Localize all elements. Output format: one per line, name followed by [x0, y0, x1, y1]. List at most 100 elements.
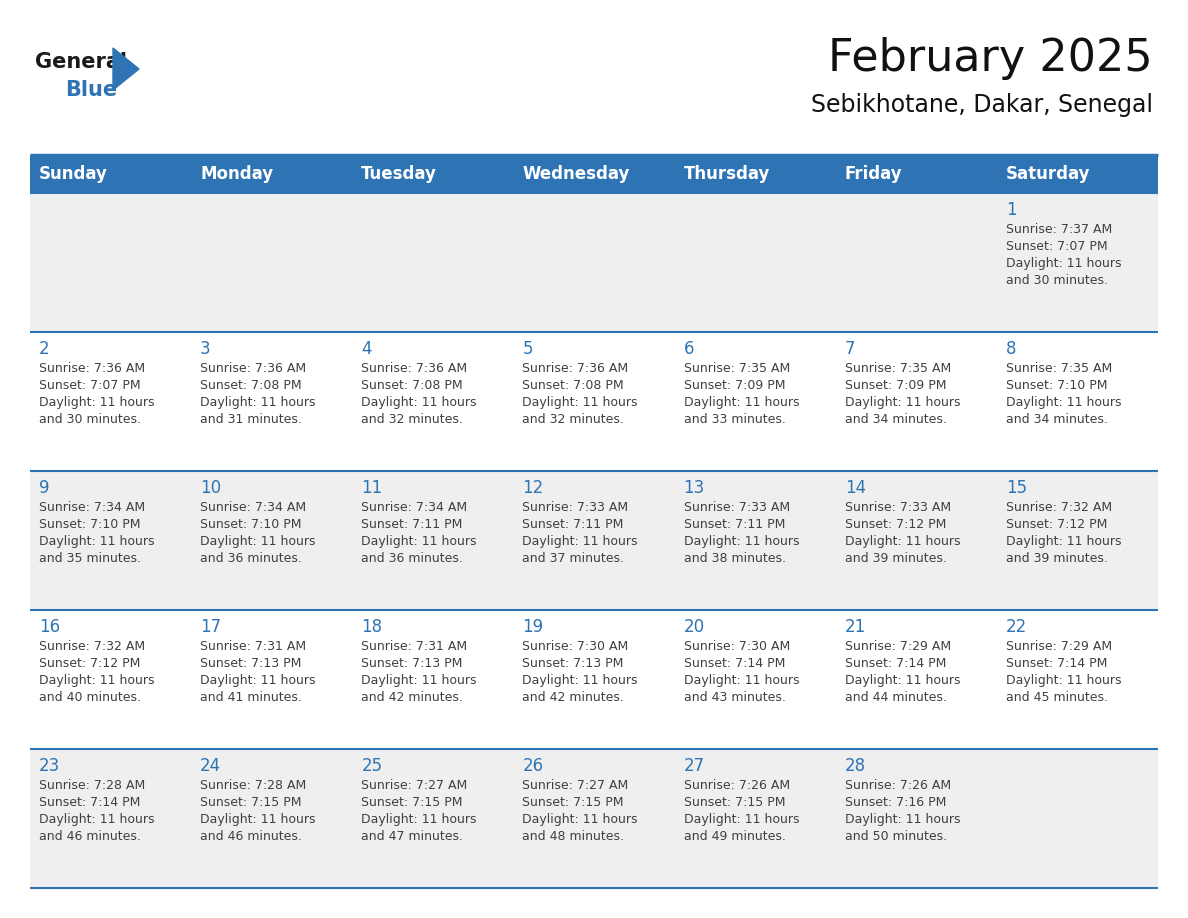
Text: Sunrise: 7:36 AM: Sunrise: 7:36 AM: [200, 362, 307, 375]
Text: Sunrise: 7:28 AM: Sunrise: 7:28 AM: [39, 779, 145, 792]
Bar: [353, 332, 513, 471]
Bar: [191, 471, 353, 610]
Text: 12: 12: [523, 479, 544, 497]
Text: Sunrise: 7:35 AM: Sunrise: 7:35 AM: [683, 362, 790, 375]
Bar: [997, 155, 1158, 193]
Text: 19: 19: [523, 618, 544, 636]
Text: 11: 11: [361, 479, 383, 497]
Text: Sunrise: 7:36 AM: Sunrise: 7:36 AM: [523, 362, 628, 375]
Text: Sunrise: 7:36 AM: Sunrise: 7:36 AM: [39, 362, 145, 375]
Text: Sunrise: 7:27 AM: Sunrise: 7:27 AM: [523, 779, 628, 792]
Text: Sunset: 7:08 PM: Sunset: 7:08 PM: [200, 379, 302, 392]
Text: Sunrise: 7:29 AM: Sunrise: 7:29 AM: [1006, 640, 1112, 653]
Text: Sunrise: 7:29 AM: Sunrise: 7:29 AM: [845, 640, 950, 653]
Text: and 35 minutes.: and 35 minutes.: [39, 552, 141, 565]
Text: 2: 2: [39, 340, 50, 358]
Text: and 47 minutes.: and 47 minutes.: [361, 830, 463, 843]
Bar: [835, 155, 997, 193]
Bar: [30, 155, 191, 193]
Text: 8: 8: [1006, 340, 1017, 358]
Text: Sunset: 7:12 PM: Sunset: 7:12 PM: [39, 657, 140, 670]
Text: and 30 minutes.: and 30 minutes.: [39, 413, 141, 426]
Text: Blue: Blue: [65, 80, 118, 100]
Text: Wednesday: Wednesday: [523, 165, 630, 183]
Text: 28: 28: [845, 757, 866, 775]
Text: 13: 13: [683, 479, 704, 497]
Text: Sunset: 7:14 PM: Sunset: 7:14 PM: [39, 796, 140, 809]
Text: Sunset: 7:15 PM: Sunset: 7:15 PM: [523, 796, 624, 809]
Bar: [353, 471, 513, 610]
Text: Daylight: 11 hours: Daylight: 11 hours: [361, 535, 476, 548]
Text: Sunset: 7:13 PM: Sunset: 7:13 PM: [361, 657, 462, 670]
Text: 17: 17: [200, 618, 221, 636]
Text: and 49 minutes.: and 49 minutes.: [683, 830, 785, 843]
Text: Daylight: 11 hours: Daylight: 11 hours: [200, 813, 316, 826]
Text: Daylight: 11 hours: Daylight: 11 hours: [200, 396, 316, 409]
Bar: [997, 610, 1158, 749]
Text: Daylight: 11 hours: Daylight: 11 hours: [361, 396, 476, 409]
Text: and 37 minutes.: and 37 minutes.: [523, 552, 625, 565]
Text: Daylight: 11 hours: Daylight: 11 hours: [523, 813, 638, 826]
Text: February 2025: February 2025: [828, 37, 1154, 80]
Bar: [997, 471, 1158, 610]
Bar: [835, 193, 997, 332]
Text: Sunrise: 7:32 AM: Sunrise: 7:32 AM: [39, 640, 145, 653]
Bar: [835, 749, 997, 888]
Text: 3: 3: [200, 340, 210, 358]
Text: 24: 24: [200, 757, 221, 775]
Text: Sunrise: 7:28 AM: Sunrise: 7:28 AM: [200, 779, 307, 792]
Text: 10: 10: [200, 479, 221, 497]
Text: and 39 minutes.: and 39 minutes.: [845, 552, 947, 565]
Bar: [353, 155, 513, 193]
Text: Sunrise: 7:37 AM: Sunrise: 7:37 AM: [1006, 223, 1112, 236]
Text: Sebikhotane, Dakar, Senegal: Sebikhotane, Dakar, Senegal: [811, 93, 1154, 117]
Text: Daylight: 11 hours: Daylight: 11 hours: [39, 674, 154, 687]
Text: Sunset: 7:13 PM: Sunset: 7:13 PM: [200, 657, 302, 670]
Text: and 34 minutes.: and 34 minutes.: [845, 413, 947, 426]
Text: 20: 20: [683, 618, 704, 636]
Bar: [353, 193, 513, 332]
Text: Daylight: 11 hours: Daylight: 11 hours: [845, 674, 960, 687]
Text: and 30 minutes.: and 30 minutes.: [1006, 274, 1108, 287]
Text: 22: 22: [1006, 618, 1028, 636]
Text: and 48 minutes.: and 48 minutes.: [523, 830, 625, 843]
Bar: [353, 610, 513, 749]
Text: 14: 14: [845, 479, 866, 497]
Text: Daylight: 11 hours: Daylight: 11 hours: [523, 396, 638, 409]
Text: Sunrise: 7:35 AM: Sunrise: 7:35 AM: [1006, 362, 1112, 375]
Text: 7: 7: [845, 340, 855, 358]
Text: Daylight: 11 hours: Daylight: 11 hours: [39, 813, 154, 826]
Bar: [513, 193, 675, 332]
Text: Sunset: 7:09 PM: Sunset: 7:09 PM: [845, 379, 946, 392]
Bar: [191, 332, 353, 471]
Text: and 32 minutes.: and 32 minutes.: [523, 413, 625, 426]
Text: Sunrise: 7:33 AM: Sunrise: 7:33 AM: [683, 501, 790, 514]
Text: 5: 5: [523, 340, 533, 358]
Text: 26: 26: [523, 757, 544, 775]
Text: Sunset: 7:11 PM: Sunset: 7:11 PM: [361, 518, 462, 531]
Bar: [191, 155, 353, 193]
Text: Sunset: 7:12 PM: Sunset: 7:12 PM: [845, 518, 946, 531]
Text: Daylight: 11 hours: Daylight: 11 hours: [683, 396, 800, 409]
Text: Daylight: 11 hours: Daylight: 11 hours: [1006, 257, 1121, 270]
Text: Sunset: 7:15 PM: Sunset: 7:15 PM: [683, 796, 785, 809]
Text: Sunrise: 7:31 AM: Sunrise: 7:31 AM: [200, 640, 307, 653]
Bar: [513, 610, 675, 749]
Bar: [675, 193, 835, 332]
Text: and 45 minutes.: and 45 minutes.: [1006, 691, 1108, 704]
Bar: [191, 749, 353, 888]
Text: Daylight: 11 hours: Daylight: 11 hours: [845, 535, 960, 548]
Bar: [30, 749, 191, 888]
Bar: [997, 749, 1158, 888]
Text: Daylight: 11 hours: Daylight: 11 hours: [361, 813, 476, 826]
Bar: [513, 332, 675, 471]
Text: General: General: [34, 52, 127, 72]
Text: 1: 1: [1006, 201, 1017, 219]
Text: Sunrise: 7:30 AM: Sunrise: 7:30 AM: [523, 640, 628, 653]
Text: 6: 6: [683, 340, 694, 358]
Bar: [675, 749, 835, 888]
Bar: [835, 332, 997, 471]
Text: and 40 minutes.: and 40 minutes.: [39, 691, 141, 704]
Text: Sunset: 7:15 PM: Sunset: 7:15 PM: [200, 796, 302, 809]
Bar: [997, 332, 1158, 471]
